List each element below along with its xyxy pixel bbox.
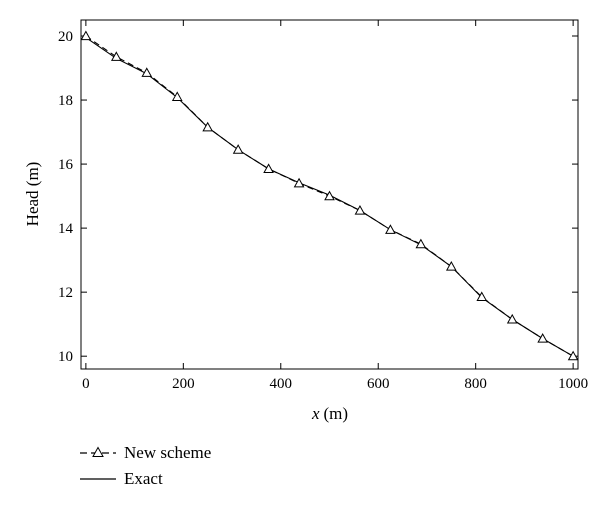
data-point-marker [354, 204, 366, 215]
data-point-marker [110, 51, 122, 61]
y-tick-label: 20 [58, 29, 73, 45]
legend-label-exact: Exact [124, 469, 163, 488]
x-tick-label: 800 [464, 376, 487, 392]
y-tick-label: 14 [58, 221, 74, 237]
legend-item-exact: Exact [80, 466, 211, 492]
y-tick-label: 12 [58, 285, 73, 301]
data-point-marker [385, 224, 396, 234]
x-tick-label: 400 [270, 376, 293, 392]
x-tick-label: 1000 [558, 376, 588, 392]
y-tick-label: 16 [58, 157, 74, 173]
plot-frame [80, 19, 579, 370]
y-tick-label: 18 [58, 93, 73, 109]
data-point-marker [506, 313, 518, 324]
y-tick-label: 10 [58, 349, 73, 365]
data-point-marker [80, 30, 92, 41]
data-point-marker [537, 333, 549, 343]
x-axis-label-var: x [311, 404, 320, 423]
series-layer [80, 30, 579, 361]
data-point-marker [202, 121, 214, 132]
x-tick-label: 0 [82, 376, 90, 392]
data-point-marker [293, 177, 305, 188]
y-axis-label: Head (m) [23, 162, 42, 227]
x-tick-label: 200 [172, 376, 195, 392]
dashed-triangle-line-icon [80, 446, 116, 457]
legend-item-new-scheme: New scheme [80, 440, 211, 466]
data-point-marker [263, 163, 274, 173]
x-tick-label: 600 [367, 376, 390, 392]
x-axis-label-unit: (m) [324, 404, 349, 423]
solid-line-icon [80, 478, 116, 480]
data-point-marker [415, 238, 427, 249]
data-point-marker [141, 67, 153, 77]
axis-ticks [81, 20, 578, 369]
data-point-marker [232, 144, 244, 154]
data-point-marker [445, 261, 457, 271]
axis-tick-labels: 0 200 400 600 800 1000 10 12 14 16 18 20 [58, 29, 588, 392]
legend: New scheme Exact [80, 440, 211, 492]
legend-label-new-scheme: New scheme [124, 443, 212, 462]
x-axis-label: x (m) [311, 404, 348, 423]
data-point-marker [476, 291, 488, 302]
data-point-marker [171, 91, 183, 101]
data-point-marker [567, 350, 579, 361]
data-point-marker [324, 190, 335, 201]
